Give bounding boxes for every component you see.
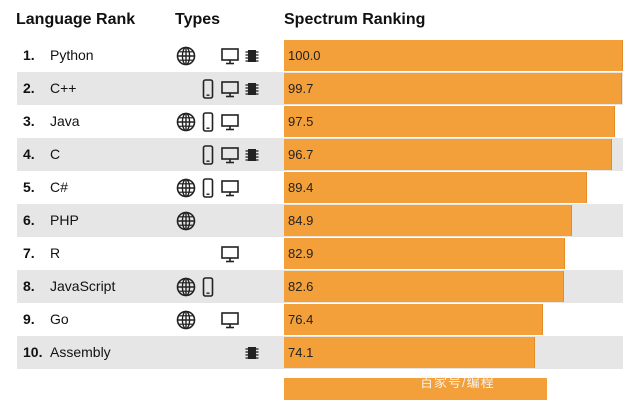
rank-number: 7. bbox=[23, 245, 35, 261]
type-icons bbox=[175, 144, 281, 166]
mobile-phone-icon bbox=[197, 177, 219, 199]
table-row: 7. R 82.9 bbox=[17, 237, 623, 270]
score-bar bbox=[284, 271, 564, 302]
score-bar bbox=[284, 40, 623, 71]
rank-number: 8. bbox=[23, 278, 35, 294]
ranking-table: 1. Python 100.0 2. C++ 99.7 3. Java 97.5 4. C 96.7 5… bbox=[17, 39, 623, 369]
type-icons bbox=[175, 45, 281, 67]
language-name: C++ bbox=[50, 80, 77, 96]
table-row: 10. Assembly 74.1 bbox=[17, 336, 623, 369]
chip-icon bbox=[241, 342, 263, 364]
type-icons bbox=[175, 78, 281, 100]
language-name: C bbox=[50, 146, 61, 162]
score-label: 96.7 bbox=[288, 147, 314, 162]
score-label: 100.0 bbox=[288, 48, 321, 63]
score-label: 74.1 bbox=[288, 345, 314, 360]
rank-number: 4. bbox=[23, 146, 35, 162]
score-label: 84.9 bbox=[288, 213, 314, 228]
desktop-monitor-icon bbox=[219, 111, 241, 133]
score-bar bbox=[284, 337, 535, 368]
globe-icon bbox=[175, 45, 197, 67]
globe-icon bbox=[175, 276, 197, 298]
language-name: Assembly bbox=[50, 344, 111, 360]
table-row: 6. PHP 84.9 bbox=[17, 204, 623, 237]
globe-icon bbox=[175, 210, 197, 232]
chip-icon bbox=[241, 144, 263, 166]
mobile-phone-icon bbox=[197, 78, 219, 100]
rank-number: 1. bbox=[23, 47, 35, 63]
rank-number: 6. bbox=[23, 212, 35, 228]
type-icons bbox=[175, 342, 281, 364]
type-icons bbox=[175, 111, 281, 133]
language-name: R bbox=[50, 245, 61, 261]
rank-number: 9. bbox=[23, 311, 35, 327]
partial-bar bbox=[284, 378, 547, 400]
partial-next-row bbox=[17, 378, 623, 400]
type-icons bbox=[175, 276, 281, 298]
rank-number: 3. bbox=[23, 113, 35, 129]
desktop-monitor-icon bbox=[219, 177, 241, 199]
mobile-phone-icon bbox=[197, 144, 219, 166]
desktop-monitor-icon bbox=[219, 45, 241, 67]
type-icons bbox=[175, 210, 281, 232]
table-row: 2. C++ 99.7 bbox=[17, 72, 623, 105]
language-name: Go bbox=[50, 311, 69, 327]
globe-icon bbox=[175, 177, 197, 199]
table-row: 5. C# 89.4 bbox=[17, 171, 623, 204]
table-row: 4. C 96.7 bbox=[17, 138, 623, 171]
globe-icon bbox=[175, 111, 197, 133]
language-name: Java bbox=[50, 113, 80, 129]
score-label: 89.4 bbox=[288, 180, 314, 195]
table-row: 8. JavaScript 82.6 bbox=[17, 270, 623, 303]
rank-number: 10. bbox=[23, 344, 43, 360]
chip-icon bbox=[241, 45, 263, 67]
desktop-monitor-icon bbox=[219, 144, 241, 166]
score-bar bbox=[284, 139, 612, 170]
mobile-phone-icon bbox=[197, 276, 219, 298]
score-label: 97.5 bbox=[288, 114, 314, 129]
table-row: 1. Python 100.0 bbox=[17, 39, 623, 72]
score-bar bbox=[284, 238, 565, 269]
type-icons bbox=[175, 243, 281, 265]
score-label: 82.9 bbox=[288, 246, 314, 261]
rank-number: 5. bbox=[23, 179, 35, 195]
table-row: 9. Go 76.4 bbox=[17, 303, 623, 336]
globe-icon bbox=[175, 309, 197, 331]
chip-icon bbox=[241, 78, 263, 100]
table-row: 3. Java 97.5 bbox=[17, 105, 623, 138]
score-bar bbox=[284, 172, 587, 203]
score-bar bbox=[284, 205, 572, 236]
desktop-monitor-icon bbox=[219, 243, 241, 265]
score-label: 82.6 bbox=[288, 279, 314, 294]
type-icons bbox=[175, 177, 281, 199]
mobile-phone-icon bbox=[197, 111, 219, 133]
score-label: 99.7 bbox=[288, 81, 314, 96]
header-spectrum-ranking: Spectrum Ranking bbox=[284, 11, 426, 28]
language-name: C# bbox=[50, 179, 68, 195]
language-name: Python bbox=[50, 47, 94, 63]
header-types: Types bbox=[175, 11, 221, 28]
language-name: JavaScript bbox=[50, 278, 116, 294]
score-bar bbox=[284, 106, 615, 137]
language-name: PHP bbox=[50, 212, 79, 228]
header-language-rank: Language Rank bbox=[16, 11, 136, 28]
score-bar bbox=[284, 73, 622, 104]
desktop-monitor-icon bbox=[219, 309, 241, 331]
desktop-monitor-icon bbox=[219, 78, 241, 100]
score-label: 76.4 bbox=[288, 312, 314, 327]
type-icons bbox=[175, 309, 281, 331]
score-bar bbox=[284, 304, 543, 335]
watermark: 百家号/编程 bbox=[420, 375, 495, 390]
table-header: Language Rank Types Spectrum Ranking bbox=[0, 0, 631, 40]
rank-number: 2. bbox=[23, 80, 35, 96]
